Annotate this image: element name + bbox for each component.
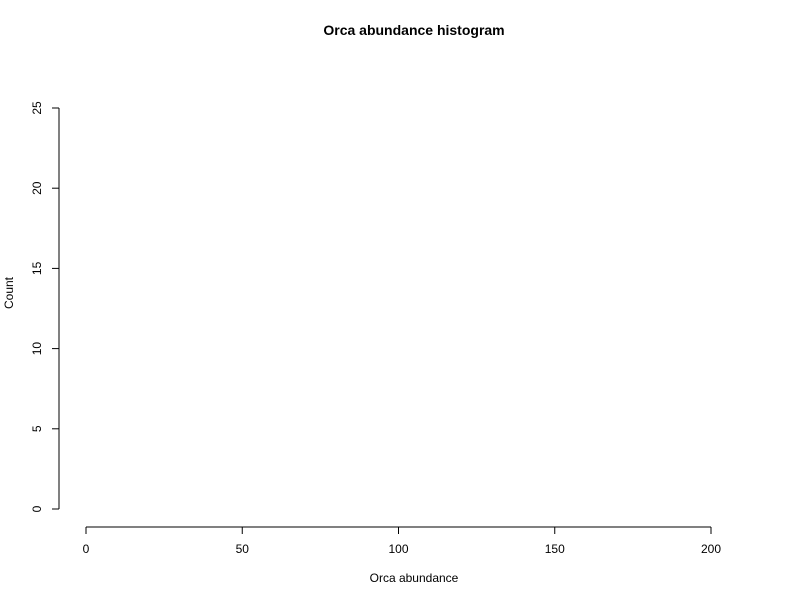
y-axis: 0 5 10 15 20 25 xyxy=(30,101,60,512)
y-tick-label: 25 xyxy=(30,101,44,115)
x-tick-label: 200 xyxy=(701,542,721,556)
x-axis: 0 50 100 150 200 xyxy=(83,526,721,556)
x-tick-label: 0 xyxy=(83,542,90,556)
chart-title: Orca abundance histogram xyxy=(323,22,504,38)
y-tick-label: 20 xyxy=(30,181,44,195)
y-tick-label: 0 xyxy=(30,505,44,512)
y-tick-label: 15 xyxy=(30,261,44,275)
y-axis-label: Count xyxy=(2,276,16,309)
y-tick-label: 10 xyxy=(30,342,44,356)
y-tick-label: 5 xyxy=(30,425,44,432)
x-tick-label: 100 xyxy=(388,542,408,556)
x-tick-label: 150 xyxy=(545,542,565,556)
x-tick-label: 50 xyxy=(236,542,250,556)
x-axis-label: Orca abundance xyxy=(370,571,459,585)
